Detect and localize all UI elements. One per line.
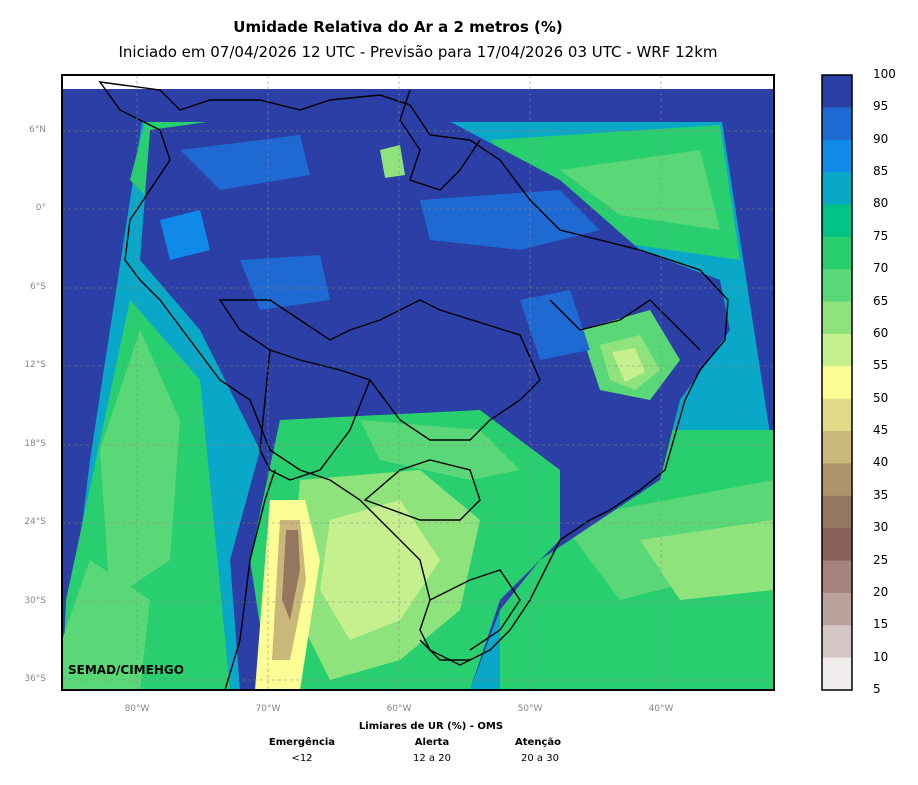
colorbar-swatch [822, 366, 852, 400]
colorbar-swatch [822, 495, 852, 529]
colorbar-swatch [822, 301, 852, 335]
colorbar-tick-label: 40 [873, 455, 889, 470]
colorbar-swatch [822, 398, 852, 432]
colorbar-swatch [822, 236, 852, 270]
legend-value-atencao: 20 a 30 [521, 753, 559, 764]
colorbar-swatch [822, 625, 852, 659]
lat-label-6s: 6°S [30, 282, 46, 292]
colorbar-swatch [822, 172, 852, 205]
lon-label-70w: 70°W [255, 704, 281, 714]
colorbar-tick-label: 60 [873, 325, 889, 340]
colorbar-swatch [822, 75, 852, 108]
lat-label-18s: 18°S [24, 439, 46, 449]
colorbar-tick-label: 80 [873, 196, 889, 211]
colorbar-swatch [822, 657, 852, 691]
colorbar-tick-label: 50 [873, 390, 889, 405]
colorbar-tick-label: 5 [873, 682, 881, 696]
colorbar-tick-label: 70 [873, 261, 889, 276]
lat-label-12s: 12°S [24, 360, 46, 370]
graticule [62, 75, 774, 690]
legend-label-atencao: Atenção [515, 737, 561, 748]
colorbar-tick-label: 25 [873, 552, 889, 567]
colorbar-swatch [822, 139, 852, 173]
legend-value-alerta: 12 a 20 [413, 753, 451, 764]
legend-heading: Limiares de UR (%) - OMS [358, 721, 504, 732]
map-field [62, 89, 774, 690]
lat-label-30s: 30°S [24, 596, 46, 606]
colorbar-tick-label: 10 [873, 649, 889, 664]
lat-label-24s: 24°S [24, 517, 46, 527]
colorbar-swatch [822, 269, 852, 303]
colorbar-tick-label: 65 [873, 293, 889, 308]
colorbar-frame [821, 74, 853, 691]
map-frame [61, 74, 775, 691]
colorbar-tick-label: 95 [873, 99, 889, 114]
colorbar-swatch [822, 592, 852, 626]
colorbar-swatch [822, 107, 852, 141]
colorbar-swatch [822, 560, 852, 594]
credit-text: SEMAD/CIMEHGO [68, 663, 184, 677]
colorbar-tick-label: 35 [873, 487, 889, 502]
colorbar-swatch [822, 528, 852, 562]
colorbar-tick-label: 20 [873, 584, 889, 599]
colorbar-swatch [822, 333, 852, 367]
country-borders [98, 81, 729, 690]
lon-label-40w: 40°W [648, 704, 674, 714]
colorbar-tick-label: 100 [873, 67, 896, 81]
colorbar-swatch [822, 204, 852, 238]
legend-value-emergencia: <12 [291, 753, 313, 764]
lat-label-6n: 6°N [29, 125, 46, 135]
chart-title: Umidade Relativa do Ar a 2 metros (%) [233, 18, 563, 36]
colorbar-swatch [822, 463, 852, 497]
legend-label-alerta: Alerta [414, 737, 450, 748]
lon-label-50w: 50°W [517, 704, 543, 714]
lon-label-60w: 60°W [386, 704, 412, 714]
chart-subtitle: Iniciado em 07/04/2026 12 UTC - Previsão… [118, 43, 718, 61]
colorbar-tick-label: 30 [873, 520, 889, 535]
colorbar-tick-label: 90 [873, 131, 889, 146]
colorbar-tick-label: 85 [873, 164, 889, 179]
lon-label-80w: 80°W [124, 704, 150, 714]
colorbar-tick-label: 45 [873, 423, 889, 438]
lat-label-0: 0° [35, 203, 46, 213]
colorbar-swatch [822, 431, 852, 464]
colorbar [822, 75, 852, 691]
legend-label-emergencia: Emergência [268, 737, 336, 748]
colorbar-tick-label: 15 [873, 617, 889, 632]
colorbar-tick-label: 75 [873, 228, 889, 243]
colorbar-tick-label: 55 [873, 358, 889, 373]
lat-label-36s: 36°S [24, 674, 46, 684]
